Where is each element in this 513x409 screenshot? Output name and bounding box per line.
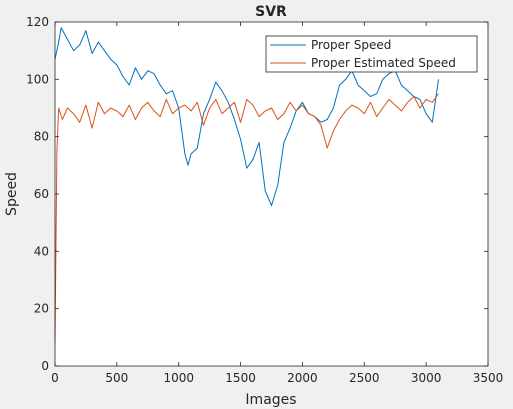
series-line-proper-estimated-speed (54, 93, 439, 344)
y-tick-label: 120 (26, 15, 49, 29)
legend-label-proper-estimated-speed: Proper Estimated Speed (311, 56, 456, 70)
x-tick-label: 500 (105, 371, 128, 385)
y-tick-label: 40 (34, 244, 49, 258)
plot-area (55, 22, 488, 366)
legend-label-proper-speed: Proper Speed (311, 38, 391, 52)
y-tick-label: 0 (41, 359, 49, 373)
legend: Proper Speed Proper Estimated Speed (265, 35, 478, 73)
y-tick-label: 100 (26, 72, 49, 86)
x-tick-label: 3000 (411, 371, 442, 385)
ticks-layer: 0 500 1000 1500 2000 2500 3000 3500 0 20 40 60 80 100… (26, 15, 503, 385)
y-tick-label: 60 (34, 187, 49, 201)
chart-title: SVR (255, 4, 287, 20)
y-tick-label: 20 (34, 302, 49, 316)
x-tick-label: 2500 (349, 371, 380, 385)
y-axis-label: Speed (4, 172, 20, 216)
x-tick-label: 2000 (287, 371, 318, 385)
x-tick-label: 0 (51, 371, 59, 385)
series-line-proper-speed (54, 27, 439, 206)
legend-box (265, 35, 478, 73)
y-tick-label: 80 (34, 130, 49, 144)
x-axis-label: Images (245, 392, 296, 408)
x-tick-label: 3500 (473, 371, 504, 385)
x-tick-label: 1000 (163, 371, 194, 385)
x-tick-label: 1500 (225, 371, 256, 385)
series-layer (54, 27, 439, 344)
